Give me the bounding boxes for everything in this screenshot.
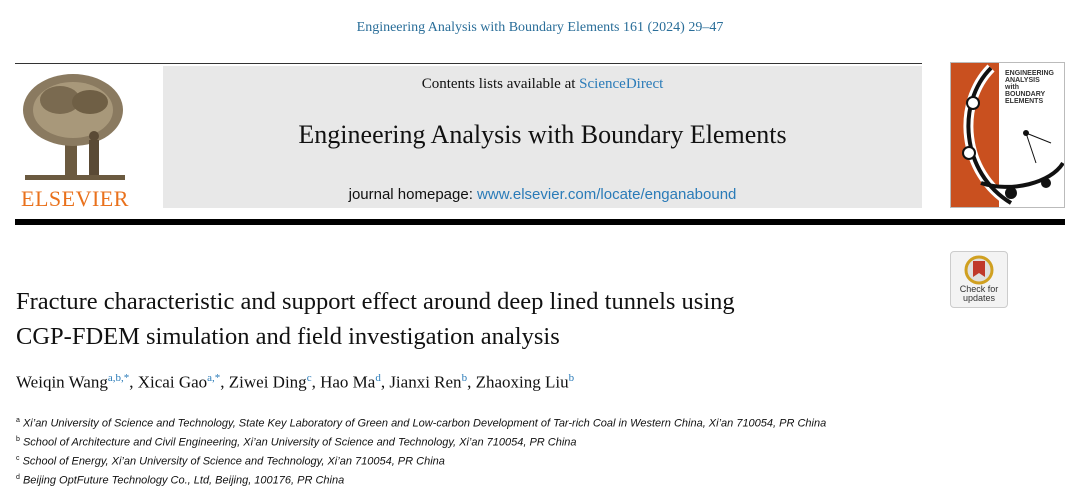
contents-line: Contents lists available at ScienceDirec…: [163, 76, 922, 93]
rule: [15, 63, 922, 64]
text: journal homepage:: [348, 186, 473, 203]
cover-line: BOUNDARY: [1005, 91, 1046, 98]
rule: [15, 219, 1065, 225]
affiliation-label: b: [16, 436, 20, 444]
homepage-line: journal homepage: www.elsevier.com/locat…: [163, 186, 922, 203]
affiliation-label: a: [16, 417, 20, 424]
separator: ,: [467, 372, 472, 392]
affiliation-text: Beijing OptFuture Technology Co., Ltd, B…: [22, 475, 345, 488]
affiliation: a Xi’an University of Science and Techno…: [16, 413, 826, 432]
affiliation-label: d: [16, 474, 20, 482]
author-affiliation: b: [568, 372, 575, 384]
author-affiliation: c: [306, 372, 312, 384]
authors: Weiqin Wanga,b,*, Xicai Gaoa,*, Ziwei Di…: [16, 372, 574, 393]
separator: ,: [311, 372, 316, 392]
banner: [163, 66, 922, 208]
author-name: Hao Ma: [320, 372, 376, 392]
separator: ,: [129, 372, 134, 392]
separator: ,: [380, 372, 386, 392]
text: Contents lists available at: [421, 76, 576, 92]
author-affiliation: a,*: [207, 372, 221, 384]
affiliation-text: School of Energy, Xi’an University of Sc…: [22, 455, 445, 468]
affiliation-text: Xi’an University of Science and Technolo…: [22, 417, 827, 430]
author-name: Zhaoxing Liu: [475, 372, 569, 392]
journal-name: Engineering Analysis with Boundary Eleme…: [298, 120, 787, 149]
check-updates-line: Check for: [959, 284, 999, 294]
author-name: Ziwei Ding: [228, 372, 307, 392]
affiliation-text: School of Architecture and Civil Enginee…: [22, 436, 577, 449]
author-affiliation: d: [375, 372, 381, 384]
check-updates-icon: [964, 255, 994, 285]
cover-line: ENGINEERING: [1005, 70, 1055, 77]
check-updates-line: updates: [962, 293, 996, 303]
affiliation: b School of Architecture and Civil Engin…: [16, 432, 826, 451]
title-line: CGP-FDEM simulation and field investigat…: [16, 323, 560, 350]
cover-art: [951, 63, 1064, 207]
affiliations: a Xi’an University of Science and Techno…: [16, 413, 826, 490]
author-affiliation: a,b,*: [107, 372, 130, 384]
cover-line: with: [1005, 84, 1019, 91]
affiliation: c School of Energy, Xi’an University of …: [16, 451, 826, 470]
check-updates[interactable]: [950, 251, 1008, 308]
affiliation: d Beijing OptFuture Technology Co., Ltd,…: [16, 470, 826, 489]
cover-line: ANALYSIS: [1005, 77, 1040, 84]
article-title: Fracture characteristic and support effe…: [16, 284, 735, 354]
title-line: Fracture characteristic and support effe…: [16, 288, 735, 315]
journal-cover: [950, 62, 1065, 208]
elsevier-logo: [23, 74, 125, 180]
cover-line: ELEMENTS: [1005, 98, 1044, 105]
affiliation-label: c: [16, 455, 20, 463]
check-updates-text: Check for updates: [950, 285, 1008, 303]
citation: Engineering Analysis with Boundary Eleme…: [356, 20, 724, 35]
link[interactable]: www.elsevier.com/locate/enganabound: [477, 186, 737, 203]
author-name: Jianxi Ren: [389, 372, 462, 392]
publisher: ELSEVIER: [21, 186, 129, 211]
link[interactable]: ScienceDirect: [579, 76, 664, 92]
cover-title: ENGINEERING ANALYSIS with BOUNDARY ELEMENTS: [1005, 70, 1054, 105]
separator: ,: [220, 372, 225, 392]
author-name: Xicai Gao: [137, 372, 208, 392]
author-affiliation: b: [461, 372, 468, 384]
author-name: Weiqin Wang: [16, 372, 108, 392]
